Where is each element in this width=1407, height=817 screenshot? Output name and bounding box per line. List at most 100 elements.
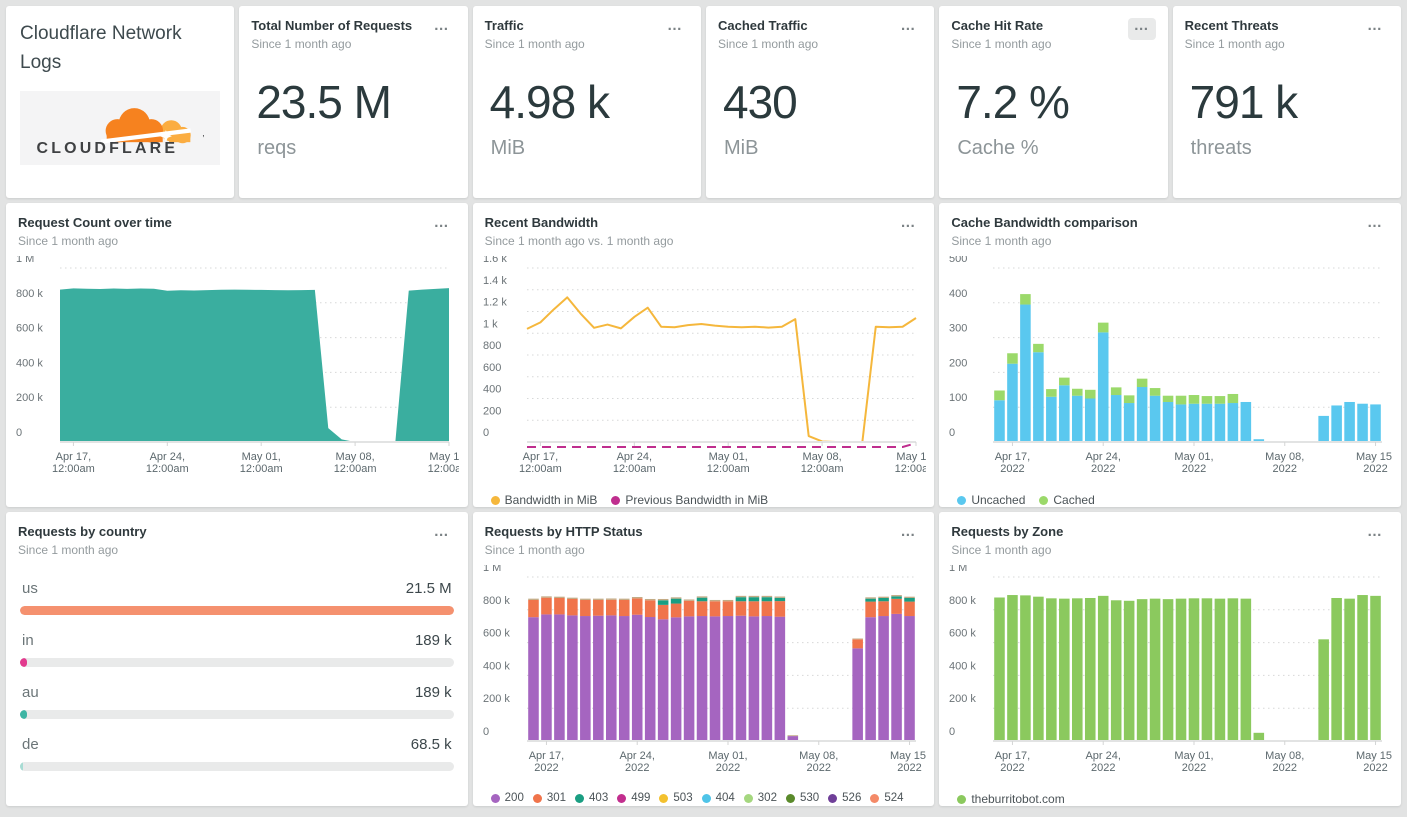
svg-text:Apr 24,12:00am: Apr 24, 12:00am [146, 451, 189, 475]
panel-cache-bandwidth: Cache Bandwidth comparison Since 1 month… [939, 203, 1401, 507]
legend-item[interactable]: 200 [490, 792, 524, 804]
country-row: us 21.5 M [20, 580, 454, 616]
legend-item[interactable]: 403 [575, 792, 608, 804]
billboard-card-traffic: Traffic Since 1 month ago … 4.98 k MiB [472, 6, 701, 198]
legend-dot [785, 793, 795, 803]
cache-bandwidth-bar-chart[interactable]: 500 400 300 200 100 0 Apr 17, 2022 Apr 24, 2022 Ma… [947, 256, 1392, 488]
chart-legend: Uncached Cached [947, 488, 1393, 507]
billboard-card-recent-threats: Recent Threats Since 1 month ago … 791 k… [1172, 6, 1401, 198]
country-row: de 68.5 k [20, 736, 454, 772]
svg-text:May 01,2022: May 01, 2022 [1175, 750, 1214, 774]
country-bar-track [20, 762, 454, 772]
cloud-sparkle [159, 130, 172, 143]
legend-item[interactable]: 404 [701, 792, 735, 804]
zone-bar-chart[interactable]: 1 M 800 k 600 k 400 k 200 k 0 Apr 17, 2022 Apr 2… [947, 565, 1392, 787]
svg-text:May 08,2022: May 08, 2022 [799, 750, 838, 774]
legend-item[interactable]: Bandwidth in MiB [490, 493, 597, 507]
brand-card: Cloudflare Network Logs CLOUDFLARE ’ [6, 6, 235, 198]
country-bar[interactable] [20, 762, 23, 772]
panel-menu-button[interactable]: … [661, 18, 689, 40]
legend-item[interactable]: 526 [828, 792, 861, 804]
svg-text:0: 0 [483, 427, 489, 439]
country-bar[interactable] [20, 710, 27, 720]
legend-item[interactable]: 499 [617, 792, 650, 804]
panel-menu-button[interactable]: … [428, 524, 456, 546]
legend-dot [659, 793, 669, 803]
svg-text:400 k: 400 k [483, 661, 510, 673]
svg-text:200: 200 [483, 406, 501, 418]
billboard-value: 23.5 M [256, 76, 392, 129]
legend-item[interactable]: 503 [659, 792, 693, 804]
svg-text:1.6 k: 1.6 k [483, 256, 507, 265]
ellipsis-icon: … [433, 17, 450, 34]
country-value: 189 k [414, 632, 452, 650]
country-bar-track [20, 710, 454, 720]
legend-item[interactable]: Cached [1039, 493, 1095, 507]
svg-text:600 k: 600 k [949, 628, 976, 640]
svg-text:400: 400 [483, 384, 501, 396]
panel-subtitle: Since 1 month ago [951, 37, 1052, 52]
country-bar-track [20, 606, 454, 616]
svg-text:400: 400 [949, 288, 967, 300]
panel-menu-button[interactable]: … [1127, 18, 1156, 40]
legend-item[interactable]: 301 [532, 792, 566, 804]
panel-menu-button[interactable]: … [894, 18, 922, 40]
legend-dot [617, 793, 627, 803]
country-value: 189 k [414, 684, 452, 702]
billboard-value: 7.2 % [956, 76, 1070, 129]
country-row: in 189 k [20, 632, 454, 668]
panel-menu-button[interactable]: … [894, 215, 922, 237]
country-label: us [22, 580, 38, 598]
ellipsis-icon: … [900, 214, 917, 231]
legend-dot [870, 793, 880, 803]
panel-menu-button[interactable]: … [894, 524, 922, 546]
legend-item[interactable]: 302 [743, 792, 777, 804]
svg-text:0: 0 [16, 427, 22, 439]
request-count-area-chart[interactable]: 1 M 800 k 600 k 400 k 200 k 0 Apr 17, 12:00am Ap… [14, 256, 459, 488]
svg-text:400 k: 400 k [949, 661, 976, 673]
svg-text:200 k: 200 k [949, 693, 976, 705]
country-bar[interactable] [20, 658, 27, 668]
chart-legend: theburritobot.com [947, 787, 1393, 806]
bandwidth-line-chart[interactable]: 1.6 k 1.4 k 1.2 k 1 k 800 600 400 200 0 Apr 17, 12… [481, 256, 926, 488]
svg-text:800 k: 800 k [949, 595, 976, 607]
svg-text:1 M: 1 M [16, 256, 34, 265]
panel-title: Traffic [484, 18, 524, 33]
panel-subtitle: Since 1 month ago [717, 37, 819, 52]
legend-item[interactable]: 530 [785, 792, 819, 804]
svg-text:800 k: 800 k [483, 595, 510, 607]
svg-text:May 01,12:00am: May 01, 12:00am [706, 451, 749, 475]
country-bar[interactable] [20, 606, 454, 616]
legend-item[interactable]: Uncached [957, 493, 1025, 507]
legend-item[interactable]: Previous Bandwidth in MiB [611, 493, 768, 507]
legend-item[interactable]: theburritobot.com [957, 792, 1065, 806]
panel-subtitle: Since 1 month ago [18, 234, 119, 249]
panel-menu-button[interactable]: … [1361, 215, 1389, 237]
panel-recent-bandwidth: Recent Bandwidth Since 1 month ago vs. 1… [472, 203, 935, 507]
svg-text:Apr 24,2022: Apr 24, 2022 [1086, 451, 1121, 475]
panel-menu-button[interactable]: … [1361, 524, 1389, 546]
country-value: 68.5 k [410, 736, 452, 754]
svg-text:May 01,2022: May 01, 2022 [1175, 451, 1214, 475]
panel-menu-button[interactable]: … [428, 18, 456, 40]
svg-text:May 15,12:00am: May 15,12:00am [428, 451, 459, 475]
logo-trademark: ’ [202, 133, 204, 143]
panel-subtitle: Since 1 month ago [484, 543, 585, 558]
svg-text:Apr 24,2022: Apr 24, 2022 [619, 750, 654, 774]
svg-text:May 08,2022: May 08, 2022 [1266, 451, 1305, 475]
ellipsis-icon: … [1366, 214, 1383, 231]
panel-menu-button[interactable]: … [428, 215, 456, 237]
ellipsis-icon: … [900, 17, 917, 34]
panel-menu-button[interactable]: … [1361, 18, 1389, 40]
svg-text:Apr 17,12:00am: Apr 17, 12:00am [519, 451, 562, 475]
billboard-card-cached-traffic: Cached Traffic Since 1 month ago … 430 M… [705, 6, 935, 198]
legend-item[interactable]: 524 [870, 792, 904, 804]
http-status-bar-chart[interactable]: 1 M 800 k 600 k 400 k 200 k 0 Apr 17, 2022 Apr 2… [481, 565, 926, 787]
panel-subtitle: Since 1 month ago [1184, 37, 1285, 52]
billboard-card-cache-hit-rate: Cache Hit Rate Since 1 month ago … 7.2 %… [939, 6, 1168, 198]
svg-text:Apr 24,12:00am: Apr 24, 12:00am [613, 451, 656, 475]
legend-dot [490, 495, 500, 505]
ellipsis-icon: … [1366, 17, 1383, 34]
svg-text:200 k: 200 k [16, 392, 43, 404]
